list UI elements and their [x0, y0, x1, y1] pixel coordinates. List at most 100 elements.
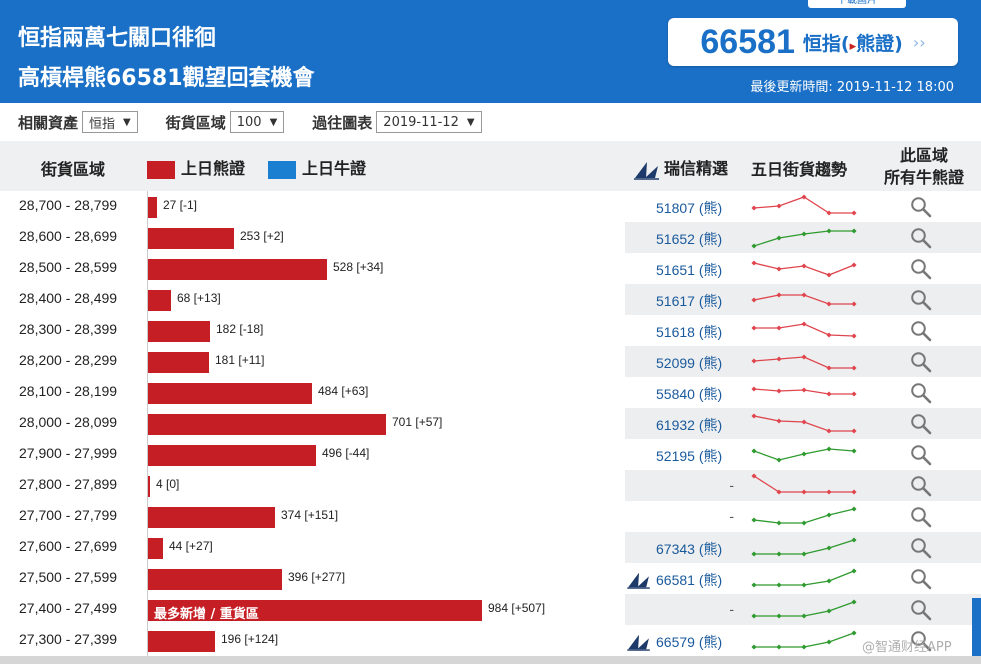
- pick-link[interactable]: 51807 (熊): [656, 200, 723, 216]
- row-range: 27,800 - 27,899: [19, 476, 118, 492]
- search-icon[interactable]: [910, 568, 932, 590]
- sparkline-point: [776, 582, 782, 588]
- sparkline-point: [851, 630, 857, 636]
- credit-suisse-sails-icon: [634, 161, 659, 180]
- legend-bull: 上日牛證: [268, 155, 366, 179]
- bar-value-label: 182 [-18]: [216, 322, 264, 336]
- watermark: @智通财经APP: [862, 640, 952, 655]
- featured-warrant-code: 66581: [700, 22, 795, 61]
- sparkline-point: [776, 551, 782, 557]
- bar-value-label: 396 [+277]: [288, 570, 346, 584]
- bar-axis: [147, 315, 148, 346]
- bear-bar[interactable]: [148, 259, 327, 280]
- search-icon[interactable]: [910, 382, 932, 404]
- bear-bar[interactable]: [148, 383, 312, 404]
- bar-value-label: 196 [+124]: [221, 632, 279, 646]
- pick-link[interactable]: 52195 (熊): [656, 448, 723, 464]
- search-icon[interactable]: [910, 413, 932, 435]
- bar-value-label: 68 [+13]: [177, 291, 221, 305]
- bear-bar[interactable]: [148, 507, 275, 528]
- bar-value-label: 44 [+27]: [169, 539, 213, 553]
- pick-link[interactable]: 66579 (熊): [656, 634, 723, 650]
- sparkline-point: [826, 489, 832, 495]
- table-row: 28,500 - 28,599 528 [+34] 51651 (熊): [0, 253, 981, 284]
- bear-bar[interactable]: [148, 228, 234, 249]
- search-icon[interactable]: [910, 599, 932, 621]
- bar-axis: [147, 284, 148, 315]
- column-header-trend: 五日街貨趨勢: [751, 160, 848, 179]
- range-select[interactable]: 100 ▼: [229, 111, 285, 133]
- pick-link[interactable]: 55840 (熊): [656, 386, 723, 402]
- row-range: 28,200 - 28,299: [19, 352, 118, 368]
- table-row: 27,700 - 27,799 374 [+151] -: [0, 501, 981, 532]
- download-image-tab[interactable]: 下載圖片: [808, 0, 906, 8]
- bar-note: 最多新增 / 重貨區: [154, 607, 259, 622]
- trend-sparkline-down: [751, 292, 857, 307]
- row-range: 27,900 - 27,999: [19, 445, 118, 461]
- pick-link[interactable]: 66581 (熊): [656, 572, 723, 588]
- row-stripe: [625, 470, 981, 501]
- side-scroll-tab[interactable]: [972, 598, 981, 664]
- bear-bar[interactable]: [148, 476, 150, 497]
- sparkline-point: [826, 578, 832, 584]
- date-select[interactable]: 2019-11-12 ▼: [376, 111, 482, 133]
- search-icon[interactable]: [910, 475, 932, 497]
- bar-value-label: 701 [+57]: [392, 415, 443, 429]
- credit-suisse-sails-icon: [627, 572, 650, 589]
- search-icon[interactable]: [910, 630, 932, 652]
- bar-axis: [147, 439, 148, 470]
- pick-link[interactable]: 51617 (熊): [656, 293, 723, 309]
- search-icon[interactable]: [910, 196, 932, 218]
- bar-axis: [147, 222, 148, 253]
- pick-link[interactable]: 52099 (熊): [656, 355, 723, 371]
- sparkline-point: [851, 365, 857, 371]
- sparkline-point: [826, 391, 832, 397]
- search-icon[interactable]: [910, 537, 932, 559]
- search-icon[interactable]: [910, 258, 932, 280]
- search-icon[interactable]: [910, 320, 932, 342]
- bear-bar[interactable]: [148, 290, 171, 311]
- search-icon[interactable]: [910, 289, 932, 311]
- bear-bar[interactable]: [148, 352, 209, 373]
- trend-sparkline-up: [751, 568, 857, 588]
- pick-link[interactable]: 51618 (熊): [656, 324, 723, 340]
- search-icon[interactable]: [910, 506, 932, 528]
- legend-bear-label: 上日熊證: [181, 159, 246, 178]
- warrant-table-body: 28,700 - 28,799 27 [-1] 51807 (熊) 28,600 - …: [0, 191, 981, 656]
- bear-bar[interactable]: [148, 445, 316, 466]
- trend-sparkline-up: [751, 599, 857, 619]
- row-range: 28,500 - 28,599: [19, 259, 118, 275]
- row-range: 27,400 - 27,499: [19, 600, 118, 616]
- bar-value-label: 484 [+63]: [318, 384, 369, 398]
- pick-link[interactable]: 51651 (熊): [656, 262, 723, 278]
- bear-swatch: [147, 160, 175, 179]
- bar-axis: [147, 346, 148, 377]
- sparkline-point: [751, 297, 757, 303]
- asset-select[interactable]: 恒指 ▼: [82, 111, 138, 133]
- search-icon[interactable]: [910, 351, 932, 373]
- bear-bar[interactable]: [148, 321, 210, 342]
- sparkline-point: [851, 391, 857, 397]
- sparkline-point: [826, 446, 832, 452]
- bear-bar[interactable]: [148, 197, 157, 218]
- bear-bar[interactable]: [148, 600, 482, 621]
- table-row: 27,800 - 27,899 4 [0] -: [0, 470, 981, 501]
- pick-link[interactable]: 61932 (熊): [656, 417, 723, 433]
- table-row: 27,300 - 27,399 196 [+124] 66579 (熊): [0, 625, 981, 656]
- sparkline-point: [801, 292, 807, 298]
- featured-warrant-card[interactable]: 66581 恒指(▸熊證) ››: [668, 18, 958, 66]
- caret-down-icon: ▼: [269, 116, 278, 128]
- pick-link[interactable]: 51652 (熊): [656, 231, 723, 247]
- bear-bar[interactable]: [148, 569, 282, 590]
- search-icon[interactable]: [910, 444, 932, 466]
- bear-bar[interactable]: [148, 631, 215, 652]
- bear-bar[interactable]: [148, 538, 163, 559]
- featured-warrant-type-head: 恒指(: [802, 32, 850, 55]
- bear-bar[interactable]: [148, 414, 386, 435]
- sparkline-point: [826, 428, 832, 434]
- pick-link[interactable]: 67343 (熊): [656, 541, 723, 557]
- table-row: 27,400 - 27,499 最多新增 / 重貨區 984 [+507] -: [0, 594, 981, 625]
- bar-axis: [147, 532, 148, 563]
- search-icon[interactable]: [910, 227, 932, 249]
- horizontal-scrollbar[interactable]: [0, 656, 981, 664]
